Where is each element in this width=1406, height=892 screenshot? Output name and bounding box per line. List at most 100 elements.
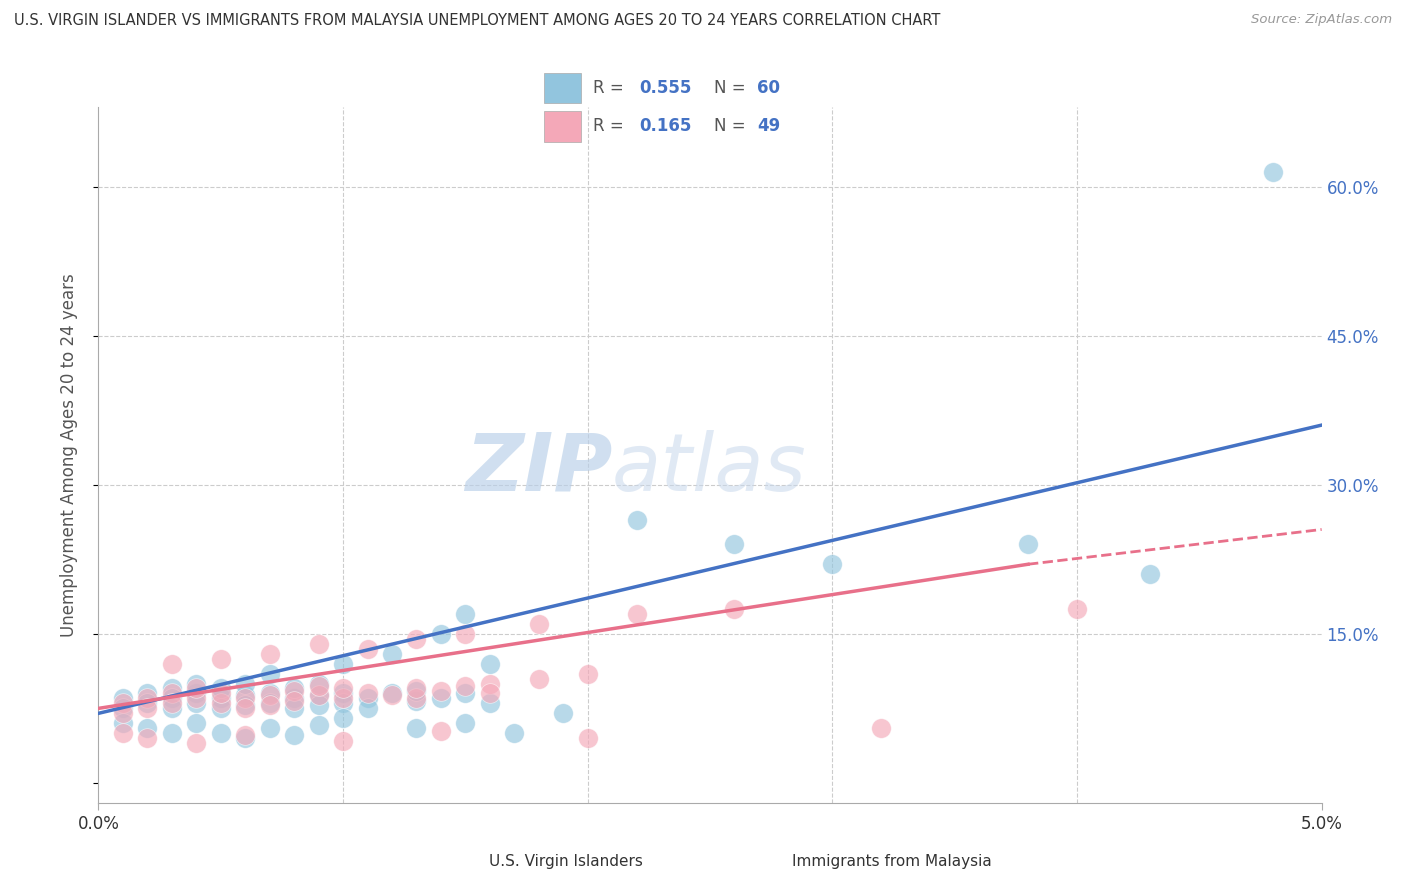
Point [136,697,159,711]
Point [405,684,427,698]
Text: 0.555: 0.555 [640,78,692,96]
Point [233,689,256,703]
Point [111,726,134,740]
Point [405,694,427,708]
Text: 0.165: 0.165 [640,118,692,136]
Point [454,627,477,641]
Text: N =: N = [714,118,751,136]
Point [430,627,453,641]
Point [356,641,378,656]
Point [381,686,404,700]
Point [381,689,404,703]
Text: R =: R = [593,78,628,96]
Point [186,697,208,711]
Point [136,731,159,746]
Point [454,716,477,731]
Point [186,691,208,706]
Point [308,637,330,651]
Point [332,691,354,706]
Point [160,686,183,700]
Point [1066,602,1088,616]
Point [1139,567,1161,582]
Point [111,691,134,706]
Point [478,697,501,711]
Point [259,698,281,713]
FancyBboxPatch shape [544,112,581,142]
Text: atlas: atlas [612,430,807,508]
Text: R =: R = [593,118,628,136]
Point [209,726,232,740]
Point [233,731,256,746]
Point [111,701,134,715]
Point [283,691,305,706]
Text: U.S. VIRGIN ISLANDER VS IMMIGRANTS FROM MALAYSIA UNEMPLOYMENT AMONG AGES 20 TO 2: U.S. VIRGIN ISLANDER VS IMMIGRANTS FROM … [14,13,941,29]
Point [259,689,281,703]
Y-axis label: Unemployment Among Ages 20 to 24 years: Unemployment Among Ages 20 to 24 years [59,273,77,637]
Text: N =: N = [714,78,751,96]
Point [332,657,354,671]
Point [1017,537,1039,551]
Point [160,657,183,671]
Point [233,701,256,715]
Point [454,679,477,693]
Point [821,558,844,572]
Point [527,616,550,631]
Point [870,721,893,735]
Point [233,728,256,742]
Point [209,651,232,665]
Point [160,701,183,715]
Point [308,718,330,732]
Point [160,681,183,696]
Point [332,697,354,711]
Text: U.S. Virgin Islanders: U.S. Virgin Islanders [489,855,643,869]
Point [308,679,330,693]
Point [576,666,599,681]
Point [356,686,378,700]
Point [233,676,256,690]
Point [209,691,232,706]
Point [209,686,232,700]
Point [283,701,305,715]
Point [332,686,354,700]
Point [430,724,453,739]
Point [160,697,183,711]
Point [405,632,427,646]
Text: 60: 60 [756,78,780,96]
Point [259,686,281,700]
Point [233,698,256,713]
Point [332,711,354,725]
Point [503,726,526,740]
Point [430,684,453,698]
Point [136,691,159,706]
Point [259,721,281,735]
Point [233,691,256,706]
Point [626,607,648,621]
Text: Immigrants from Malaysia: Immigrants from Malaysia [792,855,991,869]
Point [136,701,159,715]
Point [259,666,281,681]
Point [283,681,305,696]
Point [111,706,134,721]
Point [209,681,232,696]
Point [576,731,599,746]
Point [356,691,378,706]
Point [405,691,427,706]
Point [186,686,208,700]
FancyBboxPatch shape [544,72,581,103]
Point [160,726,183,740]
Point [430,691,453,706]
Point [478,657,501,671]
Point [478,686,501,700]
Point [136,686,159,700]
Point [381,647,404,661]
Point [186,736,208,750]
Point [186,681,208,696]
Point [405,721,427,735]
Point [111,716,134,731]
Point [405,681,427,696]
Point [308,689,330,703]
Point [356,701,378,715]
Point [136,721,159,735]
Point [160,691,183,706]
Point [308,676,330,690]
